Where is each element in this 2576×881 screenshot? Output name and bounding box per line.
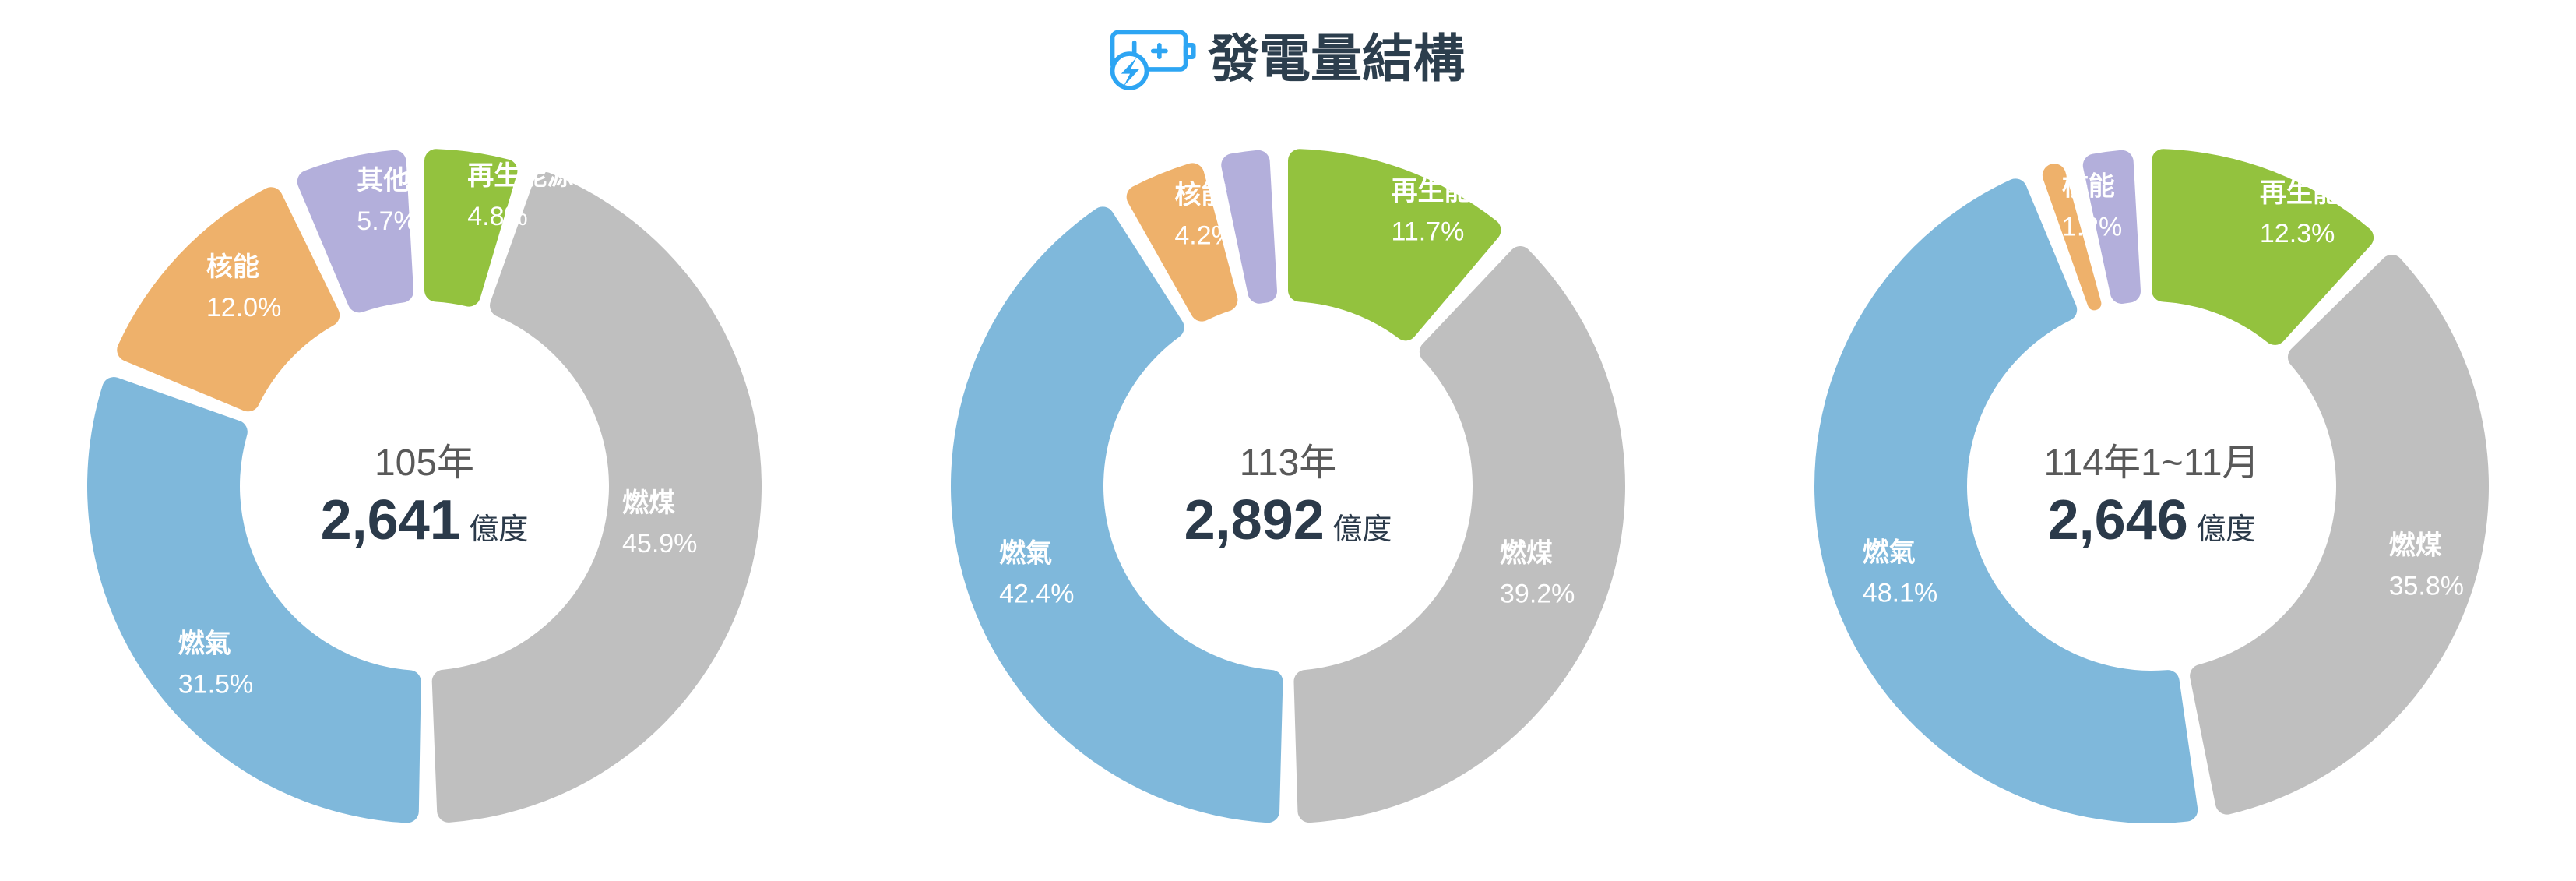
svg-text:45.9%: 45.9% xyxy=(622,529,697,559)
svg-text:其他: 其他 xyxy=(357,166,410,196)
svg-text:核能: 核能 xyxy=(206,252,259,282)
svg-text:1.2%: 1.2% xyxy=(2062,213,2123,242)
svg-text:核能: 核能 xyxy=(1174,181,1227,210)
svg-text:發電量結構: 發電量結構 xyxy=(1207,30,1465,87)
svg-text:31.5%: 31.5% xyxy=(178,670,253,700)
svg-text:12.3%: 12.3% xyxy=(2260,219,2335,248)
svg-text:48.1%: 48.1% xyxy=(1863,578,1937,608)
svg-text:4.2%: 4.2% xyxy=(1174,221,1235,251)
svg-text:5.7%: 5.7% xyxy=(357,206,417,236)
svg-text:39.2%: 39.2% xyxy=(1500,580,1575,609)
svg-text:113年: 113年 xyxy=(1240,442,1337,484)
svg-text:105年: 105年 xyxy=(375,442,474,484)
svg-text:再生能源: 再生能源 xyxy=(467,161,573,191)
svg-text:再生能源: 再生能源 xyxy=(2260,178,2366,208)
svg-text:114年1~11月: 114年1~11月 xyxy=(2043,442,2259,484)
svg-text:42.4%: 42.4% xyxy=(999,579,1074,608)
svg-text:燃煤: 燃煤 xyxy=(622,488,675,518)
svg-text:燃氣: 燃氣 xyxy=(999,538,1052,568)
svg-text:燃煤: 燃煤 xyxy=(1500,539,1553,569)
svg-text:4.8%: 4.8% xyxy=(467,202,528,231)
svg-text:核能: 核能 xyxy=(2062,172,2115,202)
svg-text:燃煤: 燃煤 xyxy=(2389,531,2442,561)
svg-text:12.0%: 12.0% xyxy=(206,293,281,322)
svg-text:35.8%: 35.8% xyxy=(2389,572,2464,601)
svg-text:燃氣: 燃氣 xyxy=(1863,537,1916,567)
svg-text:燃氣: 燃氣 xyxy=(178,629,231,659)
svg-text:再生能源: 再生能源 xyxy=(1392,177,1497,206)
svg-text:11.7%: 11.7% xyxy=(1392,217,1465,247)
